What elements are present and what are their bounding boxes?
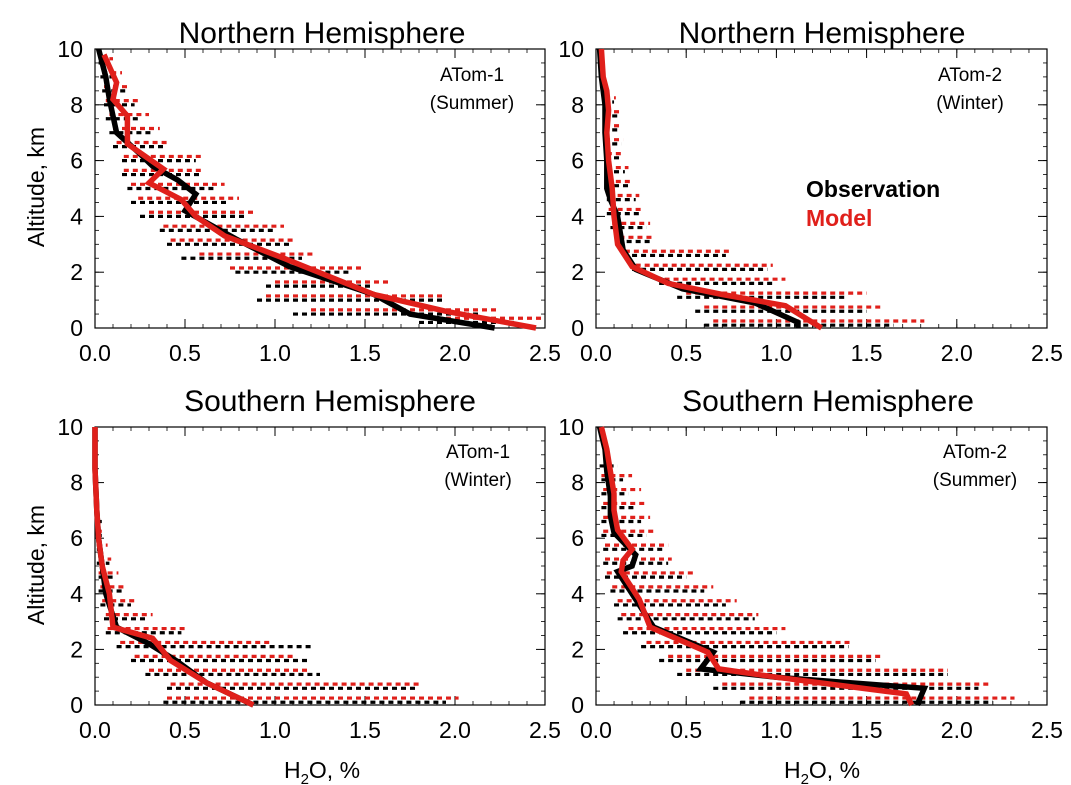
observation-profile-line [596, 426, 929, 707]
panel-title: Northern Hemisphere [679, 17, 966, 50]
x-tick-label: 0.5 [169, 340, 201, 366]
y-tick-label: 8 [571, 92, 584, 118]
y-tick-label: 4 [70, 581, 83, 607]
x-tick-label: 0.0 [79, 717, 111, 743]
y-tick-label: 2 [571, 636, 584, 662]
panel-nh-atom2: Northern Hemisphere ATom-2 (Winter) Obse… [558, 17, 1063, 366]
model-profile-line [598, 426, 915, 707]
y-tick-label: 6 [571, 148, 584, 174]
model-profile-line [101, 53, 537, 331]
model-profile-line [92, 427, 255, 708]
y-tick-label: 0 [571, 692, 584, 718]
panel-title: Southern Hemisphere [184, 385, 476, 418]
panel-sh-atom2: Southern Hemisphere ATom-2 (Summer) H2O,… [558, 385, 1063, 785]
annotation-line-2: (Summer) [933, 470, 1017, 491]
y-tick-label: 0 [70, 692, 83, 718]
y-tick-label: 4 [571, 581, 584, 607]
y-axis-label: Altitude, km [23, 127, 49, 247]
x-tick-label: 1.5 [851, 340, 883, 366]
x-tick-label: 2.0 [941, 340, 973, 366]
x-tick-label: 0.0 [580, 717, 612, 743]
panel-nh-atom1: Northern Hemisphere ATom-1 (Summer) Alti… [23, 17, 561, 366]
y-axis-label: Altitude, km [23, 505, 49, 625]
y-tick-label: 4 [70, 203, 83, 229]
annotation-line-1: ATom-1 [440, 65, 504, 86]
x-tick-label: 2.5 [529, 717, 561, 743]
x-tick-label: 1.0 [760, 717, 792, 743]
y-tick-label: 10 [57, 36, 83, 62]
y-tick-label: 4 [571, 203, 584, 229]
model-profile-line [598, 48, 823, 331]
y-tick-label: 2 [70, 259, 83, 285]
y-tick-label: 0 [70, 315, 83, 341]
x-tick-label: 2.5 [1031, 717, 1063, 743]
plot-frame [94, 426, 546, 706]
legend-observation: Observation [806, 176, 940, 202]
x-tick-label: 1.0 [259, 340, 291, 366]
x-tick-label: 1.5 [349, 717, 381, 743]
x-tick-label: 0.5 [670, 340, 702, 366]
annotation-line-2: (Summer) [430, 93, 514, 114]
x-tick-label: 1.0 [760, 340, 792, 366]
y-tick-label: 6 [70, 148, 83, 174]
annotation-line-2: (Winter) [936, 93, 1004, 114]
observation-profile-line [596, 48, 801, 328]
x-tick-label: 2.5 [529, 340, 561, 366]
x-axis-label: H2O, % [284, 757, 360, 785]
x-tick-label: 2.0 [439, 340, 471, 366]
y-tick-label: 8 [571, 470, 584, 496]
x-tick-label: 0.0 [79, 340, 111, 366]
annotation-line-1: ATom-2 [943, 442, 1007, 463]
x-tick-label: 1.5 [851, 717, 883, 743]
annotation-line-2: (Winter) [444, 470, 512, 491]
plot-frame [595, 426, 1048, 706]
y-tick-label: 10 [57, 414, 83, 440]
panel-sh-atom1: Southern Hemisphere ATom-1 (Winter) Alti… [23, 385, 561, 785]
x-tick-label: 2.0 [941, 717, 973, 743]
x-tick-label: 2.5 [1031, 340, 1063, 366]
y-tick-label: 6 [571, 525, 584, 551]
y-tick-label: 2 [70, 636, 83, 662]
y-tick-label: 6 [70, 525, 83, 551]
x-tick-label: 2.0 [439, 717, 471, 743]
annotation-line-1: ATom-2 [938, 65, 1002, 86]
y-tick-label: 10 [558, 414, 584, 440]
annotation-line-1: ATom-1 [446, 442, 510, 463]
y-tick-label: 8 [70, 92, 83, 118]
y-tick-label: 10 [558, 36, 584, 62]
x-tick-label: 1.5 [349, 340, 381, 366]
x-tick-label: 0.5 [670, 717, 702, 743]
x-tick-label: 1.0 [259, 717, 291, 743]
panel-title: Southern Hemisphere [682, 385, 974, 418]
panel-title: Northern Hemisphere [179, 17, 466, 50]
y-tick-label: 8 [70, 470, 83, 496]
legend-model: Model [806, 205, 872, 231]
y-tick-label: 0 [571, 315, 584, 341]
x-tick-label: 0.5 [169, 717, 201, 743]
x-tick-label: 0.0 [580, 340, 612, 366]
x-axis-label: H2O, % [784, 757, 860, 785]
y-tick-label: 2 [571, 259, 584, 285]
